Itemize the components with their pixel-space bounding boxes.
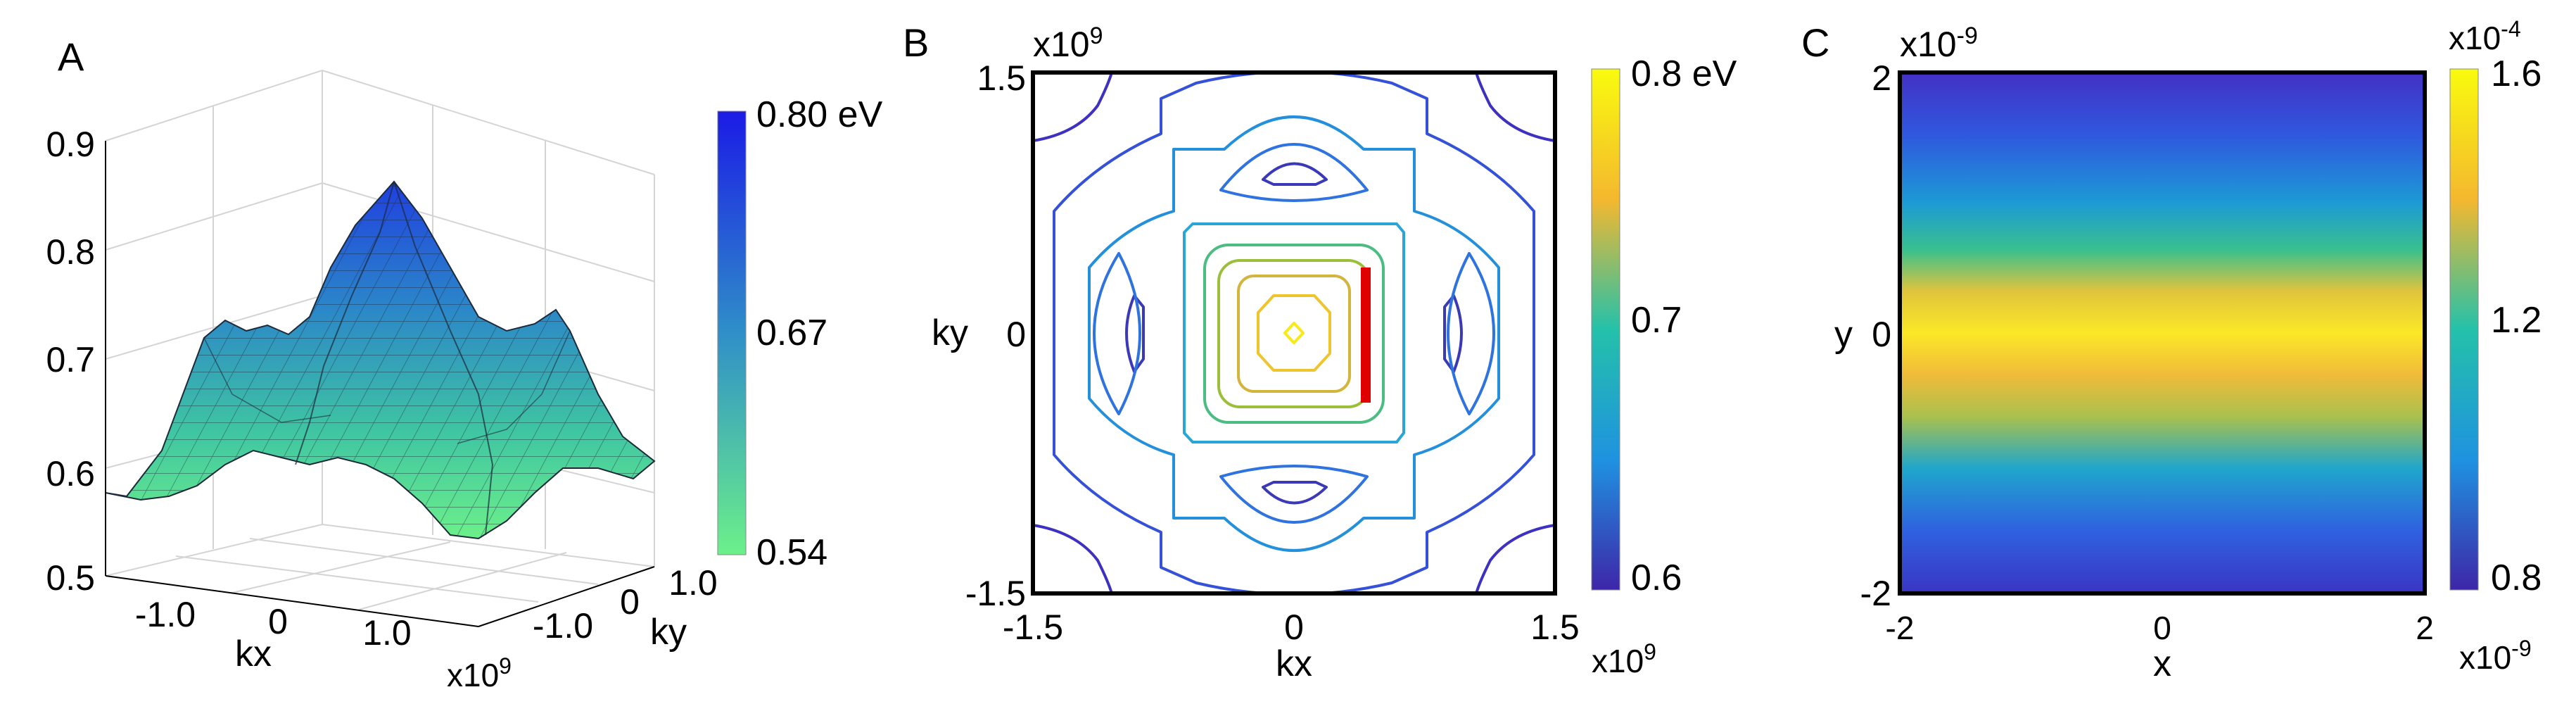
panel-b-x-tick: 0 bbox=[1284, 608, 1304, 647]
panel-c-heatmap bbox=[1900, 73, 2425, 593]
panel-c: C x10-9 2 0 -2 y -2 0 2 x x10-9 x10-4 1.… bbox=[1801, 16, 2542, 684]
panel-a-ky-tick: 0 bbox=[620, 582, 640, 622]
panel-b-label: B bbox=[903, 20, 929, 65]
panel-a-z-tick: 0.6 bbox=[46, 454, 95, 493]
panel-c-y-tick: 0 bbox=[1872, 315, 1891, 354]
panel-a-surface bbox=[105, 180, 656, 540]
panel-b-x-tick: -1.5 bbox=[1003, 608, 1063, 647]
panel-b-colorbar-tick: 0.7 bbox=[1631, 300, 1682, 341]
panel-a-ky-label: ky bbox=[650, 612, 687, 653]
panel-c-colorbar: x10-4 1.6 1.2 0.8 bbox=[2449, 16, 2542, 598]
panel-c-y-tick: -2 bbox=[1860, 574, 1891, 613]
panel-c-y-tick: 2 bbox=[1872, 58, 1891, 98]
panel-c-frame bbox=[1898, 70, 2427, 596]
panel-a-colorbar-tick: 0.67 bbox=[756, 313, 827, 353]
panel-a-colorbar-tick: 0.54 bbox=[756, 532, 827, 573]
panel-b-frame bbox=[1031, 70, 1557, 596]
panel-b-contours bbox=[1033, 73, 1555, 593]
panel-b-xlabel: kx bbox=[1276, 643, 1312, 684]
panel-a-kx-tick: 1.0 bbox=[362, 613, 412, 653]
panel-b-y-tick: -1.5 bbox=[965, 574, 1026, 613]
panel-a-z-tick: 0.7 bbox=[46, 340, 95, 379]
panel-c-xlabel: x bbox=[2153, 643, 2171, 684]
panel-c-x-tick: 2 bbox=[2416, 610, 2434, 646]
panel-a-label: A bbox=[58, 34, 84, 79]
panel-b-exponent-top: x109 bbox=[1033, 23, 1103, 64]
panel-a: A bbox=[46, 34, 882, 693]
panel-b-y-tick: 1.5 bbox=[977, 58, 1026, 98]
panel-c-x-tick: -2 bbox=[1886, 610, 1915, 646]
panel-b-colorbar-tick: 0.6 bbox=[1631, 558, 1682, 598]
panel-c-x-tick: 0 bbox=[2153, 610, 2171, 646]
panel-c-ylabel: y bbox=[1834, 314, 1853, 355]
panel-a-colorbar: 0.80 eV 0.67 0.54 bbox=[717, 94, 883, 573]
panel-a-z-axis: 0.9 0.8 0.7 0.6 0.5 bbox=[46, 125, 106, 598]
panel-a-kx-label: kx bbox=[235, 634, 272, 674]
panel-c-colorbar-tick: 1.2 bbox=[2491, 300, 2542, 341]
panel-b-colorbar: 0.8 eV 0.7 0.6 bbox=[1591, 54, 1737, 598]
panel-b-y-tick: 0 bbox=[1006, 315, 1026, 354]
panel-a-kx-tick: 0 bbox=[268, 602, 288, 641]
panel-a-ky-tick: -1.0 bbox=[533, 606, 593, 646]
panel-c-colorbar-tick: 1.6 bbox=[2491, 54, 2542, 94]
panel-a-ky-axis: -1.0 0 1.0 ky x109 bbox=[447, 563, 718, 693]
panel-a-z-tick: 0.8 bbox=[46, 232, 95, 272]
panel-a-ky-tick: 1.0 bbox=[668, 563, 718, 603]
panel-c-colorbar-exponent: x10-4 bbox=[2449, 16, 2521, 56]
panel-a-kx-axis: -1.0 0 1.0 kx bbox=[105, 575, 479, 674]
panel-c-label: C bbox=[1801, 20, 1829, 65]
panel-b: B x109 bbox=[903, 20, 1737, 684]
panel-b-ylabel: ky bbox=[932, 313, 968, 353]
panel-c-exponent-top: x10-9 bbox=[1900, 23, 1978, 64]
panel-c-colorbar-tick: 0.8 bbox=[2491, 558, 2542, 598]
panel-c-exponent-bottom: x10-9 bbox=[2459, 636, 2532, 676]
panel-a-colorbar-tick: 0.80 eV bbox=[756, 94, 883, 135]
panel-b-colorbar-tick: 0.8 eV bbox=[1631, 54, 1737, 94]
panel-b-x-tick: 1.5 bbox=[1530, 608, 1580, 647]
panel-b-exponent-bottom: x109 bbox=[1592, 639, 1656, 679]
panel-a-kx-tick: -1.0 bbox=[135, 595, 196, 634]
panel-a-z-tick: 0.9 bbox=[46, 125, 95, 164]
panel-a-axis-exponent: x109 bbox=[447, 653, 512, 693]
panel-a-z-tick: 0.5 bbox=[46, 558, 95, 598]
